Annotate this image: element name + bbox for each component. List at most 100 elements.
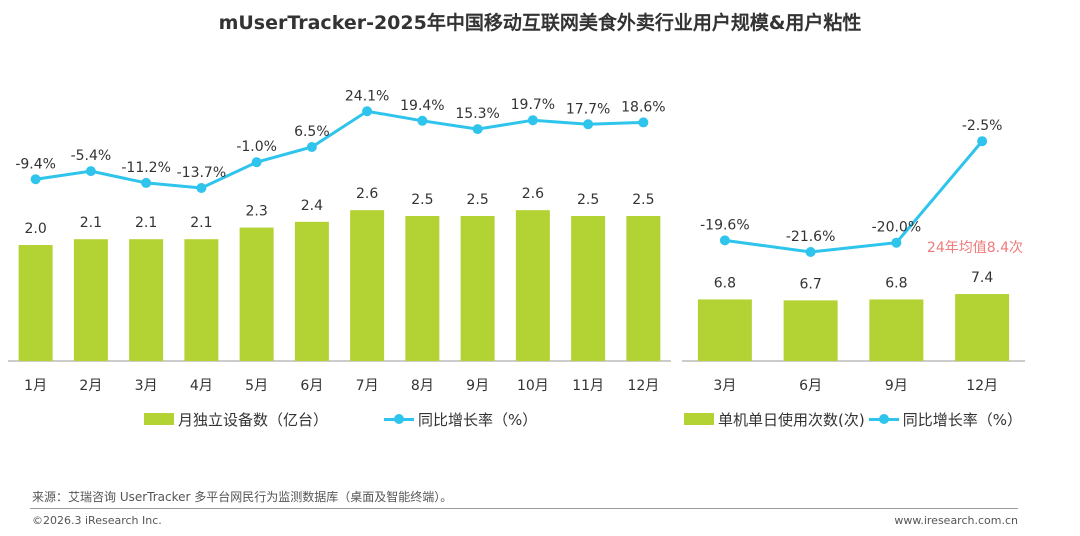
bar-0-9	[515, 210, 550, 361]
bar-1-2	[869, 299, 924, 361]
x-tick-label-1-1: 6月	[799, 378, 822, 394]
bar-value-label-0-3: 2.1	[190, 215, 212, 231]
legend-item-daily-uses: 单机单日使用次数(次)	[684, 409, 865, 430]
bar-value-label-1-3: 7.4	[971, 270, 993, 286]
growth-label-1-3: -2.5%	[962, 118, 1003, 134]
bar-0-10	[571, 216, 606, 361]
growth-label-0-0: -9.4%	[15, 156, 56, 172]
bar-0-0	[18, 245, 53, 361]
growth-label-0-5: 6.5%	[294, 124, 330, 140]
bar-0-2	[129, 239, 164, 361]
growth-point-0-3	[196, 183, 207, 193]
bar-value-label-0-8: 2.5	[466, 192, 488, 208]
growth-label-0-1: -5.4%	[71, 148, 112, 164]
growth-line-0	[35, 109, 644, 190]
legend-item-growth-left: 同比增长率（%）	[384, 409, 537, 430]
growth-label-0-9: 19.7%	[511, 97, 555, 113]
bar-1-0	[697, 299, 752, 361]
source-note: 来源：艾瑞咨询 UserTracker 多平台网民行为监测数据库（桌面及智能终端…	[32, 490, 453, 504]
x-tick-label-0-9: 10月	[517, 378, 549, 394]
bar-0-7	[405, 216, 440, 361]
bar-0-5	[294, 221, 329, 361]
legend-label-growth-left: 同比增长率（%）	[418, 410, 538, 429]
growth-label-0-8: 15.3%	[455, 106, 499, 122]
growth-label-0-10: 17.7%	[566, 101, 610, 117]
x-tick-label-0-5: 6月	[300, 378, 323, 394]
x-tick-label-0-4: 5月	[245, 378, 268, 394]
x-tick-label-0-6: 7月	[356, 378, 379, 394]
bar-value-label-0-7: 2.5	[411, 192, 433, 208]
x-tick-label-1-0: 3月	[713, 378, 736, 394]
bar-value-label-0-9: 2.6	[522, 186, 544, 202]
legend-item-devices: 月独立设备数（亿台）	[144, 409, 328, 430]
growth-label-1-2: -20.0%	[872, 220, 922, 236]
bar-value-label-0-1: 2.1	[80, 215, 102, 231]
legend-line-swatch-right	[868, 413, 899, 425]
x-tick-label-0-10: 11月	[572, 378, 604, 394]
growth-point-0-8	[472, 124, 483, 135]
bar-0-4	[239, 227, 274, 361]
growth-point-0-9	[527, 115, 538, 126]
bar-value-label-0-11: 2.5	[632, 192, 654, 208]
growth-point-1-3	[977, 136, 988, 147]
website: www.iresearch.com.cn	[894, 514, 1018, 527]
growth-point-0-2	[141, 177, 152, 188]
growth-label-1-0: -19.6%	[700, 217, 750, 233]
x-tick-label-1-3: 12月	[966, 378, 998, 394]
bar-value-label-0-6: 2.6	[356, 186, 378, 202]
growth-label-0-3: -13.7%	[177, 165, 227, 181]
chart-title: mUserTracker-2025年中国移动互联网美食外卖行业用户规模&用户粘性	[218, 12, 862, 34]
growth-label-0-2: -11.2%	[121, 160, 171, 176]
bar-value-label-0-0: 2.0	[24, 221, 46, 237]
growth-point-1-1	[805, 247, 816, 257]
legend-item-growth-right: 同比增长率（%）	[868, 409, 1022, 430]
x-tick-label-0-3: 4月	[190, 378, 213, 394]
x-tick-label-0-11: 12月	[627, 378, 659, 394]
growth-point-0-0	[30, 174, 41, 185]
growth-point-0-7	[417, 115, 428, 126]
legend-right: 单机单日使用次数(次) 同比增长率（%）	[684, 408, 1022, 430]
growth-label-0-11: 18.6%	[621, 99, 665, 115]
bar-value-label-0-5: 2.4	[301, 198, 323, 214]
bar-value-label-1-2: 6.8	[885, 275, 907, 291]
x-tick-label-0-7: 8月	[411, 378, 434, 394]
x-tick-label-0-8: 9月	[466, 378, 489, 394]
x-tick-label-0-1: 2月	[79, 378, 102, 394]
legend-line-swatch	[384, 413, 415, 425]
growth-label-0-6: 24.1%	[345, 88, 389, 104]
legend-label-growth-right: 同比增长率（%）	[902, 410, 1022, 429]
growth-point-0-11	[638, 117, 649, 128]
bar-1-3	[955, 294, 1010, 361]
growth-point-0-10	[583, 119, 594, 130]
growth-line-1	[724, 140, 984, 254]
average-annotation: 24年均值8.4次	[927, 240, 1023, 256]
legend-bar-swatch-right	[684, 413, 714, 425]
x-tick-label-1-2: 9月	[885, 378, 908, 394]
growth-point-1-0	[719, 235, 730, 246]
growth-label-1-1: -21.6%	[786, 229, 836, 245]
legend-bar-swatch	[144, 413, 174, 425]
growth-point-0-1	[85, 166, 96, 177]
bar-0-1	[73, 239, 108, 361]
legend-left: 月独立设备数（亿台） 同比增长率（%）	[144, 408, 537, 430]
bar-0-6	[350, 210, 385, 361]
bar-value-label-1-0: 6.8	[714, 275, 736, 291]
bar-1-1	[783, 300, 838, 361]
legend-label-devices: 月独立设备数（亿台）	[178, 410, 329, 429]
bar-value-label-0-10: 2.5	[577, 192, 599, 208]
growth-point-0-5	[306, 141, 317, 152]
growth-point-0-4	[251, 157, 262, 168]
growth-label-0-4: -1.0%	[236, 139, 277, 155]
bar-value-label-1-1: 6.7	[799, 276, 821, 292]
bar-0-3	[184, 239, 219, 361]
x-tick-label-0-0: 1月	[24, 378, 47, 394]
bar-0-11	[626, 216, 661, 361]
copyright: ©2026.3 iResearch Inc.	[32, 514, 162, 527]
growth-label-0-7: 19.4%	[400, 98, 444, 114]
legend-label-daily-uses: 单机单日使用次数(次)	[718, 410, 865, 429]
x-tick-label-0-2: 3月	[135, 378, 158, 394]
footer-divider	[30, 508, 1018, 509]
bar-value-label-0-2: 2.1	[135, 215, 157, 231]
bar-0-8	[460, 216, 495, 361]
